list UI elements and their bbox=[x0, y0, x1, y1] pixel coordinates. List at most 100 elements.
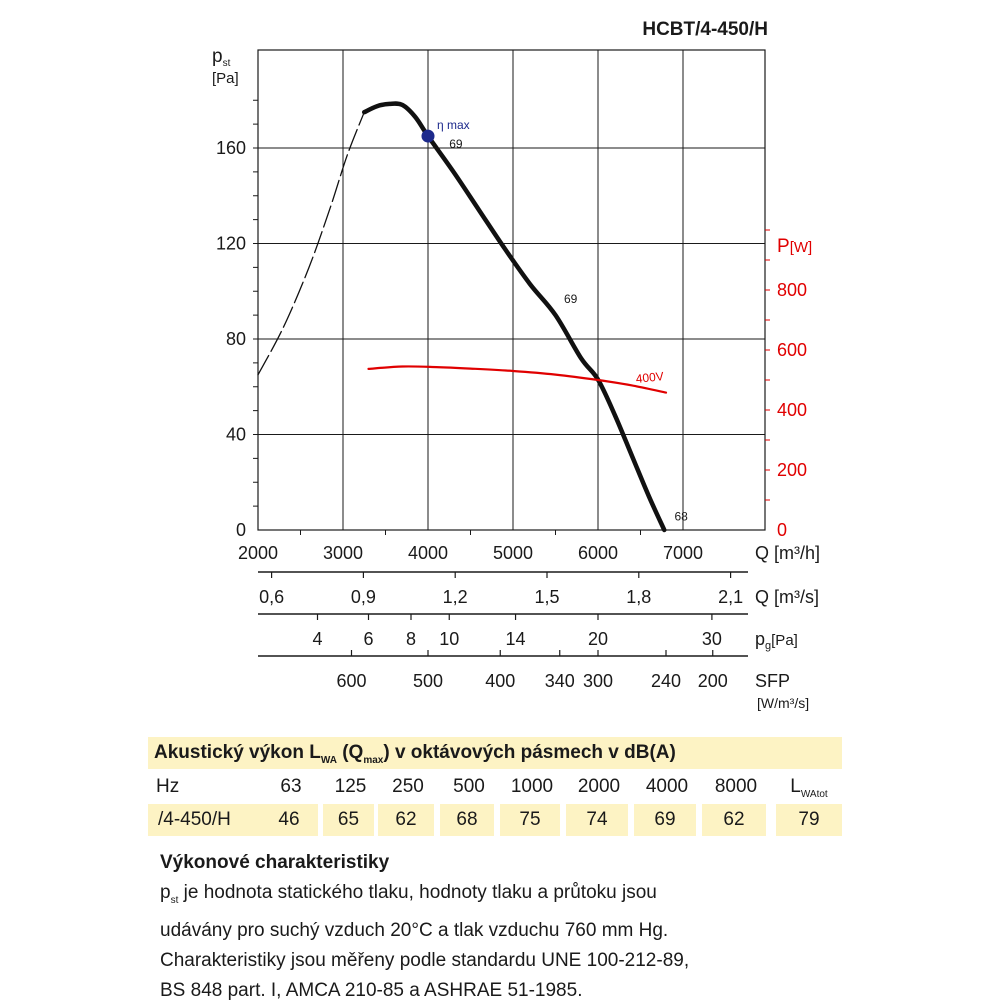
plot-frame bbox=[257, 49, 766, 531]
hz-label: Hz bbox=[156, 776, 180, 797]
axis-title-sub: g bbox=[765, 640, 771, 652]
description-line: Charakteristiky jsou měřeny podle standa… bbox=[160, 949, 690, 971]
y2-axis-unit: [W] bbox=[790, 239, 813, 256]
description-body: pst je hodnota statického tlaku, hodnoty… bbox=[160, 878, 860, 1006]
secondary-axis-tick-label: 300 bbox=[583, 671, 613, 691]
secondary-axis-tick-label: 6 bbox=[363, 629, 373, 649]
title-part: (Q bbox=[336, 742, 364, 763]
performance-description: Výkonové charakteristiky pst je hodnota … bbox=[160, 848, 860, 1006]
band-value: 62 bbox=[702, 804, 766, 836]
svg-text:P[W]: P[W] bbox=[777, 236, 812, 257]
acoustic-table-value-row: /4-450/H 46 65 62 68 75 74 69 62 79 bbox=[148, 804, 842, 836]
secondary-axis-tick-label: 500 bbox=[413, 671, 443, 691]
y2-tick-label: 400 bbox=[777, 400, 807, 420]
title-sub: max bbox=[363, 754, 384, 766]
secondary-axis-tick-label: 1,5 bbox=[534, 587, 559, 607]
p-symbol: p bbox=[160, 882, 171, 903]
band-header: 125 bbox=[334, 776, 367, 797]
description-line: BS 848 part. I, AMCA 210-85 a ASHRAE 51-… bbox=[160, 979, 583, 1001]
secondary-axes: 0,6 0,9 1,2 1,5 1,8 2,1 Q [m³/s]4 6 8 10 14 20 30 pg[… bbox=[258, 571, 819, 711]
band-value: 65 bbox=[323, 804, 374, 836]
y-tick-label: 160 bbox=[216, 138, 246, 158]
title-sub: WA bbox=[320, 754, 337, 766]
total-header-sub: WAtot bbox=[800, 788, 828, 800]
y2-axis-title: P[W] bbox=[777, 236, 812, 257]
y-tick-label: 80 bbox=[226, 329, 246, 349]
x-axis: 2000 3000 4000 5000 6000 7000 Q [m³/h] bbox=[238, 543, 820, 563]
secondary-axis-tick-label: 340 bbox=[545, 671, 575, 691]
x-tick-label: 6000 bbox=[578, 543, 618, 563]
secondary-axis-tick-label: 8 bbox=[406, 629, 416, 649]
band-header: 500 bbox=[453, 776, 485, 797]
secondary-axis-tick-label: 4 bbox=[312, 629, 322, 649]
svg-text:pst: pst bbox=[212, 46, 231, 69]
eta-max-point bbox=[421, 129, 435, 143]
title-part: Akustický výkon L bbox=[154, 742, 321, 763]
secondary-axis-tick-label: 400 bbox=[485, 671, 515, 691]
right-y-axis: 0 200 400 600 800 bbox=[777, 280, 807, 540]
power-curve bbox=[367, 365, 668, 394]
band-header: 2000 bbox=[577, 776, 621, 797]
y-tick-label: 40 bbox=[226, 425, 246, 445]
description-line: udávány pro suchý vzduch 20°C a tlak vzd… bbox=[160, 919, 669, 941]
x-tick-label: 2000 bbox=[238, 543, 278, 563]
band-value: 68 bbox=[440, 804, 494, 836]
secondary-axis-tick-label: 600 bbox=[336, 671, 366, 691]
acoustic-table-title: Akustický výkon LWA (Qmax) v oktávových … bbox=[148, 737, 842, 769]
band-header: 63 bbox=[280, 776, 302, 797]
secondary-axis-title: pg[Pa] bbox=[755, 629, 798, 652]
row-label: /4-450/H bbox=[148, 804, 266, 836]
y-axis-title-main: p bbox=[212, 46, 223, 67]
secondary-axis-title: Q [m³/s] bbox=[755, 587, 819, 607]
pressure-curve-unstable bbox=[257, 111, 365, 376]
total-value: 79 bbox=[776, 804, 842, 836]
band-value: 75 bbox=[500, 804, 560, 836]
p-sub: st bbox=[170, 894, 179, 906]
description-line: je hodnota statického tlaku, hodnoty tla… bbox=[178, 882, 657, 903]
x-axis-title: Q [m³/h] bbox=[755, 543, 820, 563]
secondary-axis-tick-label: 14 bbox=[506, 629, 526, 649]
secondary-axis-unit: [W/m³/s] bbox=[757, 695, 809, 711]
left-y-axis: 0 40 80 120 160 bbox=[216, 138, 246, 540]
secondary-axis-tick-label: 30 bbox=[702, 629, 722, 649]
fan-performance-chart: HCBT/4-450/H 0 40 80 120 160 0 200 400 600 800 2… bbox=[212, 19, 820, 711]
curve-annotation: 69 bbox=[564, 292, 578, 306]
secondary-axis-tick-label: 20 bbox=[588, 629, 608, 649]
band-header: 250 bbox=[392, 776, 424, 797]
title-part: ) v oktávových pásmech v dB(A) bbox=[383, 742, 676, 763]
secondary-axis-tick-label: 2,1 bbox=[718, 587, 743, 607]
band-header: 1000 bbox=[510, 776, 554, 797]
secondary-axis-tick-label: 240 bbox=[651, 671, 681, 691]
x-tick-label: 4000 bbox=[408, 543, 448, 563]
axis-title-unit: [Pa] bbox=[771, 632, 798, 649]
y2-tick-label: 600 bbox=[777, 340, 807, 360]
y2-tick-label: 0 bbox=[777, 520, 787, 540]
secondary-axis-tick-label: 0,9 bbox=[351, 587, 376, 607]
x-tick-label: 3000 bbox=[323, 543, 363, 563]
y-tick-label: 120 bbox=[216, 234, 246, 254]
secondary-axis-tick-label: 10 bbox=[439, 629, 459, 649]
y-axis-title: pst [Pa] bbox=[212, 46, 239, 87]
secondary-axis-tick-label: 0,6 bbox=[259, 587, 284, 607]
band-value: 74 bbox=[566, 804, 628, 836]
total-header: LWAtot bbox=[776, 771, 842, 803]
y-axis-unit: [Pa] bbox=[212, 70, 239, 87]
secondary-axis-tick-label: 1,2 bbox=[443, 587, 468, 607]
secondary-axis-tick-label: 200 bbox=[698, 671, 728, 691]
y-tick-label: 0 bbox=[236, 520, 246, 540]
band-value: 62 bbox=[378, 804, 434, 836]
axis-title-main: p bbox=[755, 629, 765, 649]
total-header-main: L bbox=[790, 776, 801, 797]
curve-annotation: 68 bbox=[675, 509, 689, 523]
acoustic-table-header-row: Hz 63 125 250 500 1000 2000 4000 8000 LWAtot bbox=[148, 771, 842, 803]
chart-series bbox=[257, 101, 668, 533]
pressure-curve bbox=[362, 101, 667, 533]
secondary-axis-title: SFP bbox=[755, 671, 790, 691]
y-axis-title-sub: st bbox=[223, 58, 231, 69]
x-tick-label: 7000 bbox=[663, 543, 703, 563]
chart-annotations: η max 69 69 400V 68 bbox=[437, 118, 688, 523]
band-value: 46 bbox=[260, 804, 318, 836]
y2-axis-title-main: P bbox=[777, 236, 790, 257]
chart-grid bbox=[253, 49, 770, 535]
curve-annotation: 69 bbox=[449, 137, 463, 151]
